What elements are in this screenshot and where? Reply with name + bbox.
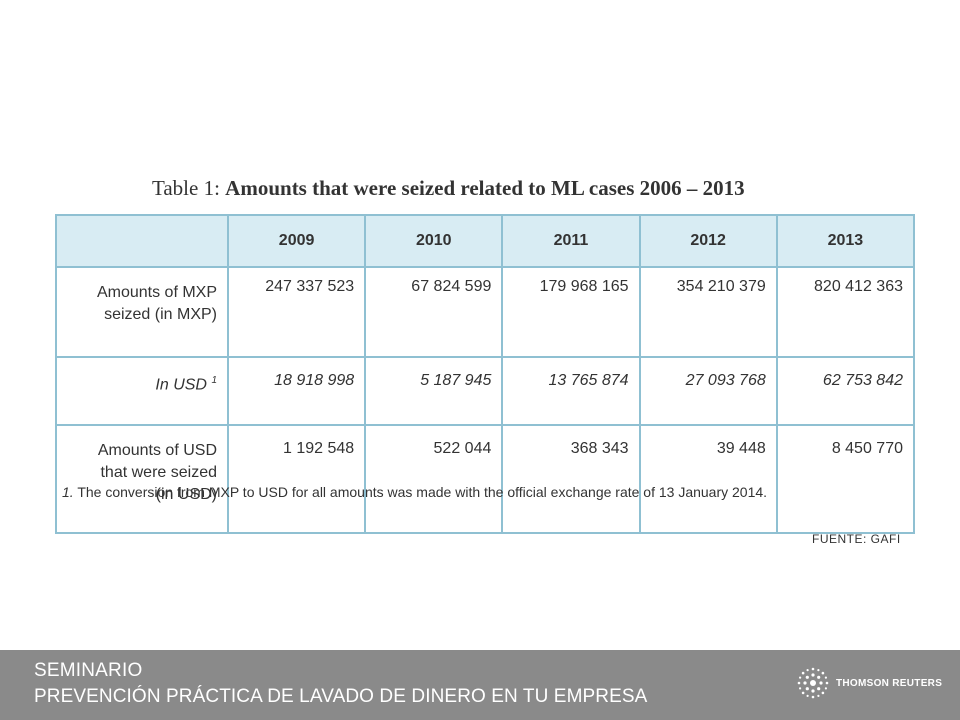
row-label-line: Amounts of MXP	[96, 284, 217, 301]
table-cell: 179 968 165	[501, 266, 641, 358]
table-cell: 13 765 874	[501, 356, 641, 426]
table-cell: 8 450 770	[775, 424, 916, 534]
header-year: 2013	[775, 214, 916, 268]
table-title-prefix: Table 1:	[152, 176, 226, 200]
header-year: 2012	[638, 214, 778, 268]
footnote-marker: 1	[211, 375, 217, 386]
row-label: In USD 1	[55, 356, 229, 426]
row-label-line: seized (in MXP)	[104, 306, 217, 323]
table-cell: 62 753 842	[775, 356, 916, 426]
header-year: 2011	[501, 214, 641, 268]
table-title: Table 1: Amounts that were seized relate…	[152, 176, 745, 201]
footer-banner: SEMINARIO PREVENCIÓN PRÁCTICA DE LAVADO …	[0, 650, 960, 720]
footnote-text: The conversion from MXP to USD for all a…	[77, 484, 768, 500]
seized-amounts-table: 2009 2010 2011 2012 2013 Amounts of MXP …	[55, 214, 916, 534]
brand-name: THOMSON REUTERS	[836, 677, 943, 689]
table-cell: 18 918 998	[226, 356, 367, 426]
table-cell: 67 824 599	[364, 266, 504, 358]
row-label: Amounts of MXP seized (in MXP)	[55, 266, 229, 358]
table-cell: 522 044	[364, 424, 504, 534]
table-cell: 247 337 523	[226, 266, 367, 358]
table-cell: 354 210 379	[638, 266, 778, 358]
table-cell: 27 093 768	[638, 356, 778, 426]
header-year: 2010	[364, 214, 504, 268]
table-row: In USD 1 18 918 998 5 187 945 13 765 874…	[55, 356, 916, 426]
table-header-row: 2009 2010 2011 2012 2013	[55, 214, 916, 268]
table-cell: 1 192 548	[226, 424, 367, 534]
table-cell: 39 448	[638, 424, 778, 534]
seminar-title: PREVENCIÓN PRÁCTICA DE LAVADO DE DINERO …	[34, 686, 648, 707]
table-footnote: 1. The conversion from MXP to USD for al…	[62, 484, 767, 500]
row-label-text: In USD	[155, 376, 207, 394]
header-year: 2009	[226, 214, 367, 268]
footnote-number: 1.	[62, 484, 74, 500]
table-row: Amounts of USD that were seized (in USD)…	[55, 424, 916, 534]
thomson-reuters-logo-icon	[797, 667, 829, 699]
seminar-label: SEMINARIO	[34, 660, 143, 681]
brand-logo: THOMSON REUTERS	[796, 666, 942, 700]
row-label-line: Amounts of USD	[97, 442, 217, 459]
table-row: Amounts of MXP seized (in MXP) 247 337 5…	[55, 266, 916, 358]
row-label: Amounts of USD that were seized (in USD)	[55, 424, 229, 534]
table-cell: 5 187 945	[364, 356, 504, 426]
table-cell: 368 343	[501, 424, 641, 534]
source-credit: FUENTE: GAFI	[812, 532, 901, 546]
row-label-line: that were seized	[100, 464, 217, 481]
table-cell: 820 412 363	[775, 266, 916, 358]
table-title-text: Amounts that were seized related to ML c…	[225, 176, 745, 200]
row-label-line: (in USD)	[155, 486, 217, 503]
header-corner-cell	[55, 214, 229, 268]
